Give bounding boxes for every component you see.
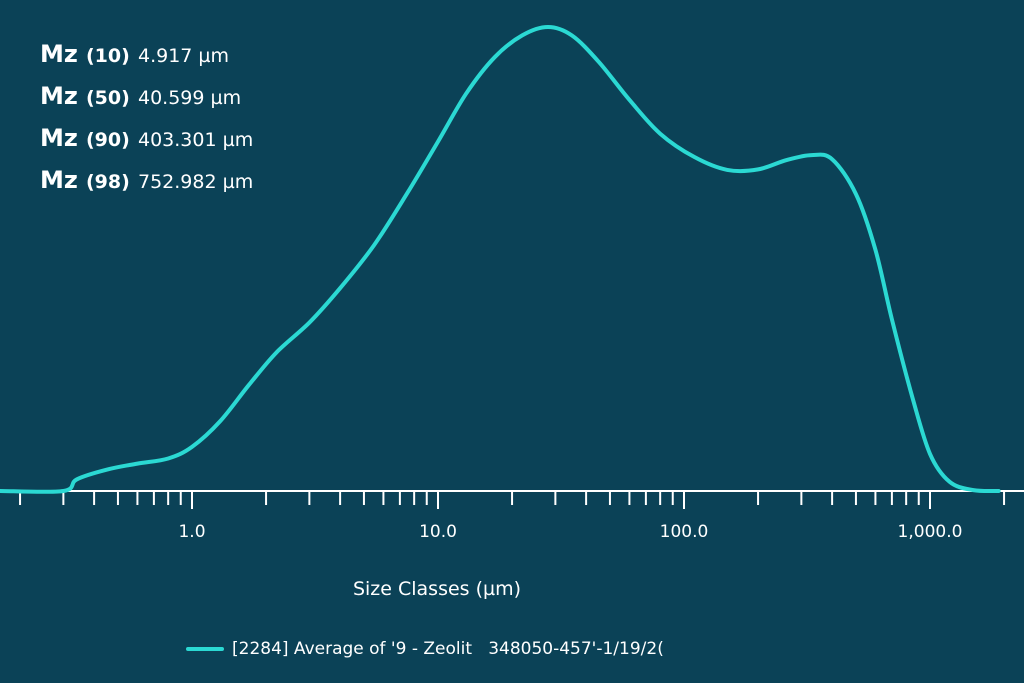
statistics-panel: Mz (10) 4.917 µm Mz (50) 40.599 µm Mz (9… <box>40 40 253 208</box>
stat-row-mz98: Mz (98) 752.982 µm <box>40 166 253 208</box>
stat-value: 403.301 µm <box>138 129 254 151</box>
stat-percentile: (50) <box>86 87 130 109</box>
legend-label: [2284] Average of '9 - Zeolit 348050-457… <box>232 639 664 659</box>
stat-label: Mz <box>40 124 78 152</box>
stat-percentile: (98) <box>86 171 130 193</box>
x-tick-label: 1.0 <box>178 522 205 542</box>
stat-label: Mz <box>40 82 78 110</box>
series-layer <box>0 25 1001 494</box>
stat-label: Mz <box>40 166 78 194</box>
stat-row-mz10: Mz (10) 4.917 µm <box>40 40 253 82</box>
stat-row-mz90: Mz (90) 403.301 µm <box>40 124 253 166</box>
stat-percentile: (10) <box>86 45 130 67</box>
stat-row-mz50: Mz (50) 40.599 µm <box>40 82 253 124</box>
stat-value: 40.599 µm <box>138 87 242 109</box>
stat-percentile: (90) <box>86 129 130 151</box>
x-axis-title: Size Classes (µm) <box>352 578 522 600</box>
series-line-0[interactable] <box>0 25 1001 494</box>
legend[interactable]: [2284] Average of '9 - Zeolit 348050-457… <box>186 636 706 662</box>
x-tick-label: 100.0 <box>660 522 709 542</box>
stat-label: Mz <box>40 40 78 68</box>
x-tick-label: 1,000.0 <box>898 522 963 542</box>
legend-swatch <box>186 647 224 651</box>
x-tick-label: 10.0 <box>419 522 457 542</box>
x-axis: 1.0 10.0 100.0 1,000.0 <box>0 490 1024 542</box>
stat-value: 4.917 µm <box>138 45 230 67</box>
stat-value: 752.982 µm <box>138 171 254 193</box>
